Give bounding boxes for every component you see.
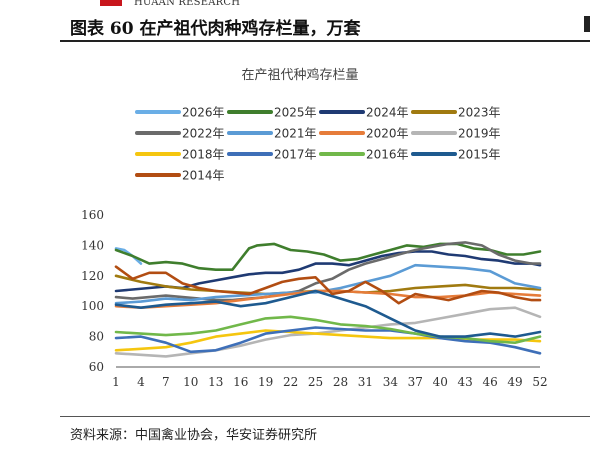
- brand-logo-mark: [100, 0, 122, 6]
- figure-title: 图表 60 在产祖代肉种鸡存栏量，万套: [70, 19, 361, 39]
- y-tick-label: 60: [89, 360, 104, 374]
- legend-label: 2014年: [182, 169, 225, 183]
- legend-label: 2016年: [366, 148, 409, 162]
- y-tick-label: 100: [81, 299, 104, 313]
- source-note: 资料来源：中国禽业协会，华安证券研究所: [70, 428, 318, 443]
- x-tick-label: 28: [333, 375, 348, 389]
- x-tick-label: 16: [233, 375, 248, 389]
- chart-plot: [114, 241, 542, 358]
- chart-legend: 2026年 2025年 2024年 2023年 2022年 2021年 2020年 2019年…: [135, 106, 501, 183]
- x-tick-label: 43: [458, 375, 473, 389]
- x-tick-label: 22: [283, 375, 298, 389]
- chart-axes: 60 80 100 120 140 160 1 4 7 10 13 16 19 22 25 28 31 34 37 4…: [81, 208, 548, 389]
- y-tick-label: 120: [81, 269, 104, 283]
- legend-label: 2020年: [366, 127, 409, 141]
- legend-label: 2019年: [458, 127, 501, 141]
- edge-mark: [584, 16, 590, 32]
- x-tick-label: 10: [183, 375, 198, 389]
- legend-label: 2021年: [274, 127, 317, 141]
- series-line-0: [114, 247, 143, 265]
- series-line-9: [114, 326, 542, 355]
- x-tick-label: 52: [532, 375, 547, 389]
- y-tick-label: 160: [81, 208, 104, 222]
- y-tick-label: 140: [81, 238, 104, 252]
- legend-label: 2024年: [366, 106, 409, 120]
- series-line-10: [114, 315, 542, 345]
- series-line-4: [114, 241, 542, 302]
- x-tick-label: 37: [408, 375, 423, 389]
- series-line-11: [114, 289, 542, 338]
- legend-label: 2025年: [274, 106, 317, 120]
- legend-label: 2023年: [458, 106, 501, 120]
- bottom-rule: [60, 416, 590, 417]
- x-tick-label: 31: [358, 375, 373, 389]
- x-tick-label: 19: [258, 375, 273, 389]
- x-tick-label: 7: [162, 375, 170, 389]
- legend-label: 2018年: [182, 148, 225, 162]
- series-line-12: [114, 265, 542, 305]
- y-tick-label: 80: [89, 330, 104, 344]
- top-rule: [60, 40, 590, 42]
- x-tick-label: 13: [208, 375, 223, 389]
- chart-title: 在产祖代种鸡存栏量: [241, 67, 358, 83]
- x-tick-label: 40: [433, 375, 448, 389]
- x-tick-label: 49: [507, 375, 522, 389]
- series-line-1: [114, 242, 542, 272]
- x-tick-label: 25: [308, 375, 323, 389]
- x-tick-label: 34: [383, 375, 399, 389]
- series-line-7: [114, 306, 542, 358]
- x-tick-label: 4: [137, 375, 145, 389]
- x-tick-label: 46: [482, 375, 497, 389]
- series-line-2: [114, 250, 542, 293]
- x-tick-label: 1: [112, 375, 120, 389]
- legend-label: 2015年: [458, 148, 501, 162]
- legend-label: 2017年: [274, 148, 317, 162]
- legend-label: 2022年: [182, 127, 225, 141]
- legend-label: 2026年: [182, 106, 225, 120]
- brand-name: HUAAN RESEARCH: [134, 0, 241, 8]
